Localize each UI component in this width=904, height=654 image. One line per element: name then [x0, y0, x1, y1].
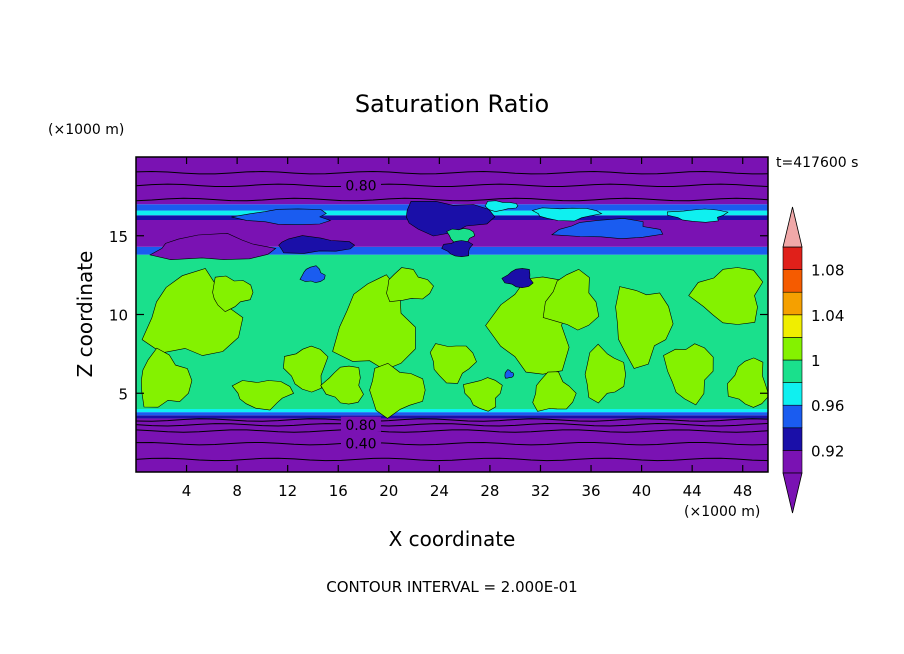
x-tick-label-5: 24	[430, 482, 449, 500]
colorbar-swatch-6	[782, 314, 803, 338]
blob-9	[429, 343, 477, 384]
colorbar-swatch-3	[782, 382, 803, 406]
contour-lines	[136, 170, 768, 462]
contour-label-0: 0.80	[345, 178, 376, 194]
band-10	[136, 157, 768, 205]
blob-24	[501, 268, 534, 289]
blob-2	[212, 275, 254, 313]
y-tick-label-1: 10	[109, 307, 128, 325]
colorbar-swatch-9	[782, 246, 803, 270]
blob-1	[140, 347, 193, 408]
x-unit-label: (×1000 m)	[684, 504, 760, 520]
blob-4	[283, 345, 329, 393]
x-tick-label-1: 8	[232, 482, 242, 500]
blob-10	[463, 377, 503, 412]
colorbar-label-0: 0.92	[811, 442, 844, 460]
blob-15	[615, 286, 674, 369]
colorbar-swatch-7	[782, 291, 803, 316]
blob-5	[320, 365, 364, 405]
band-3	[136, 409, 768, 413]
contour-labels: 0.80 0.80 0.40	[340, 177, 381, 453]
contour-line-2	[136, 429, 768, 433]
colorbar-over-arrow	[782, 206, 803, 248]
blob-27	[484, 200, 519, 212]
colorbar-label-3: 1.04	[811, 307, 844, 325]
y-unit-label: (×1000 m)	[48, 122, 124, 138]
blob-7	[386, 267, 434, 303]
x-tick-label-8: 36	[581, 482, 600, 500]
colorbar-swatch-5	[782, 337, 803, 361]
blob-17	[688, 267, 764, 325]
y-axis-label: Z coordinate	[73, 251, 97, 378]
contour-line-6	[136, 183, 768, 187]
contour-label-2: 0.40	[345, 437, 376, 453]
contour-label-1: 0.80	[345, 418, 376, 434]
x-tick-label-2: 12	[278, 482, 297, 500]
blob-13	[532, 371, 577, 412]
blob-28	[531, 207, 603, 222]
x-tick-label-7: 32	[531, 482, 550, 500]
band-2	[136, 412, 768, 416]
blob-25	[299, 265, 326, 283]
contour-blobs	[140, 200, 768, 419]
contour-label-bg-1	[340, 416, 381, 432]
x-tick-label-6: 28	[480, 482, 499, 500]
band-0	[136, 418, 768, 472]
blob-16	[663, 343, 714, 406]
x-tick-label-9: 40	[632, 482, 651, 500]
x-tick-label-4: 20	[379, 482, 398, 500]
blob-30	[231, 208, 332, 226]
contour-line-1	[136, 441, 768, 446]
colorbar-swatch-2	[782, 404, 803, 429]
colorbar-label-4: 1.08	[811, 262, 844, 280]
contour-line-0	[136, 457, 768, 462]
contour-line-5	[136, 197, 768, 202]
blob-23	[441, 240, 474, 258]
colorbar-under-arrow	[782, 472, 803, 514]
y-tick-label-2: 15	[109, 228, 128, 246]
y-axis: 5 10 15	[109, 228, 768, 403]
time-label: t=417600 s	[776, 155, 858, 171]
chart-title: Saturation Ratio	[355, 90, 549, 118]
blob-14	[584, 343, 626, 404]
blob-19	[149, 232, 277, 261]
blob-21	[405, 201, 496, 237]
x-tick-label-10: 44	[683, 482, 702, 500]
y-tick-label-0: 5	[118, 385, 128, 403]
x-tick-label-11: 48	[733, 482, 752, 500]
colorbar-label-1: 0.96	[811, 397, 844, 415]
contour-line-4	[136, 418, 768, 422]
contour-line-7	[136, 170, 768, 175]
x-tick-label-3: 16	[329, 482, 348, 500]
band-1	[136, 415, 768, 419]
contour-interval-note: CONTOUR INTERVAL = 2.000E-01	[326, 578, 577, 596]
blob-26	[504, 369, 515, 379]
contour-label-bg-0	[340, 177, 381, 193]
x-axis: 4 8 12 16 20 24 28 32 36 40 44 48	[182, 157, 752, 500]
colorbar-swatch-4	[782, 359, 803, 383]
blob-20	[278, 235, 356, 254]
colorbar-swatch-0	[782, 450, 803, 474]
contour-line-3	[136, 422, 768, 427]
colorbar: 0.92 0.96 1 1.04 1.08	[782, 206, 844, 514]
blob-8	[369, 362, 426, 419]
x-axis-label: X coordinate	[389, 527, 516, 551]
blob-31	[551, 218, 664, 240]
contour-label-bg-2	[340, 435, 381, 451]
blob-12	[542, 268, 600, 331]
colorbar-label-2: 1	[811, 352, 821, 370]
x-tick-label-0: 4	[182, 482, 192, 500]
blob-18	[726, 357, 768, 408]
blob-3	[231, 380, 295, 411]
colorbar-swatch-1	[782, 427, 803, 451]
plot-area: 0.80 0.80 0.40	[136, 157, 768, 472]
blob-29	[666, 208, 729, 223]
colorbar-swatch-8	[782, 269, 803, 293]
